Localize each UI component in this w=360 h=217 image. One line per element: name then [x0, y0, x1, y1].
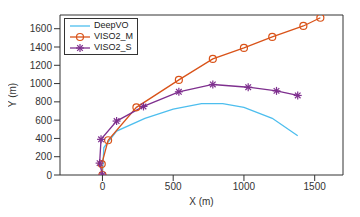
svg-text:Y (m): Y (m)	[8, 83, 18, 107]
svg-text:600: 600	[35, 115, 52, 126]
svg-text:1500: 1500	[304, 181, 327, 192]
svg-text:0: 0	[46, 170, 52, 181]
svg-text:1600: 1600	[30, 23, 53, 34]
svg-text:0: 0	[100, 181, 106, 192]
svg-text:1400: 1400	[30, 42, 53, 53]
html-text:DeepVO: DeepVO	[94, 20, 129, 30]
svg-text:1200: 1200	[30, 60, 53, 71]
svg-text:800: 800	[35, 96, 52, 107]
html-text:VISO2_S: VISO2_S	[94, 42, 132, 52]
svg-text:500: 500	[165, 181, 182, 192]
svg-text:400: 400	[35, 133, 52, 144]
svg-text:200: 200	[35, 151, 52, 162]
svg-text:X (m): X (m)	[189, 196, 213, 207]
svg-text:1000: 1000	[30, 78, 53, 89]
html-text:VISO2_M: VISO2_M	[94, 31, 133, 41]
svg-text:1000: 1000	[233, 181, 256, 192]
